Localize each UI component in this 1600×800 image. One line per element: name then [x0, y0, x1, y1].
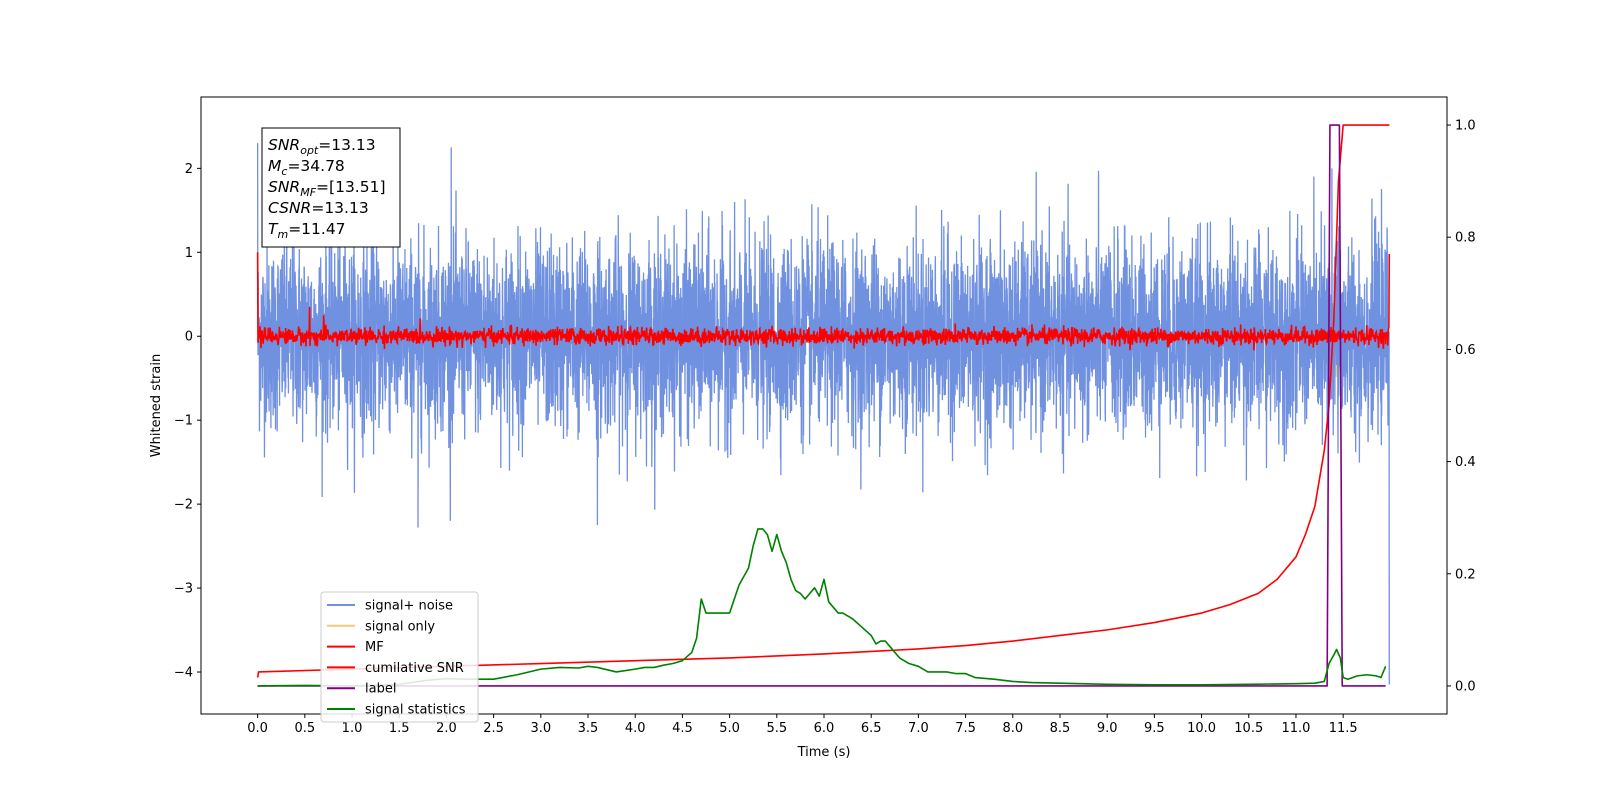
x-tick-label: 9.5 [1144, 721, 1165, 736]
x-tick-label: 1.5 [389, 721, 410, 736]
x-tick-label: 6.5 [861, 721, 882, 736]
info-line: CSNR=13.13 [268, 199, 369, 217]
y2-tick-label: 0.0 [1455, 679, 1476, 694]
legend-entry: signal statistics [365, 703, 466, 718]
x-tick-label: 10.0 [1187, 721, 1216, 736]
x-tick-label: 0.0 [247, 721, 268, 736]
x-tick-label: 3.0 [530, 721, 551, 736]
x-tick-label: 8.5 [1050, 721, 1071, 736]
info-value: =13.13 [311, 199, 368, 217]
info-value: =11.47 [288, 220, 345, 238]
info-symbol: SNR [268, 178, 300, 196]
y-tick-label: −3 [174, 582, 193, 597]
info-subscript: c [281, 165, 287, 178]
info-box-frame [261, 127, 401, 248]
y-tick-label: 0 [185, 330, 193, 345]
y-tick-label: 1 [185, 246, 193, 261]
x-tick-label: 11.0 [1281, 721, 1310, 736]
x-tick-label: 5.0 [719, 721, 740, 736]
series-signal-plus-noise [256, 143, 1390, 685]
x-tick-label: 7.5 [955, 721, 976, 736]
x-tick-label: 2.0 [436, 721, 457, 736]
x-tick-label: 4.5 [672, 721, 693, 736]
y2-tick-label: 0.8 [1455, 231, 1476, 246]
x-tick-label: 11.5 [1329, 721, 1358, 736]
y-tick-label: −4 [174, 666, 193, 681]
x-tick-label: 5.5 [766, 721, 787, 736]
info-symbol: CSNR [268, 199, 311, 217]
x-tick-label: 9.0 [1097, 721, 1118, 736]
legend: signal+ noise signal only MF cumilative SNR… [320, 591, 479, 723]
legend-entry: label [365, 682, 396, 697]
x-tick-label: 2.5 [483, 721, 504, 736]
y2-tick-label: 0.6 [1455, 343, 1476, 358]
info-line: Mc=34.78 [268, 157, 345, 178]
x-tick-label: 7.0 [908, 721, 929, 736]
y-tick-label: −2 [174, 498, 193, 513]
y2-tick-label: 1.0 [1455, 119, 1476, 134]
y2-tick-label: 0.4 [1455, 455, 1476, 470]
y2-tick-label: 0.2 [1455, 567, 1476, 582]
y-tick-label: −1 [174, 414, 193, 429]
series-signal-statistics [257, 528, 1387, 687]
info-line: SNRMF=[13.51] [268, 178, 386, 199]
axis-ticks: 0.0 0.5 1.0 1.5 2.0 2.5 3.0 3.5 4.0 4.5 5.0 5.5 6.0 6… [174, 119, 1476, 736]
series-label [257, 124, 1386, 687]
series-cumulative-snr [256, 124, 1390, 678]
y-tick-label: 2 [185, 162, 193, 177]
plot-area [256, 124, 1391, 687]
x-tick-label: 0.5 [294, 721, 315, 736]
info-symbol: SNR [268, 136, 300, 154]
info-symbol: T [268, 220, 279, 238]
info-box: SNRopt=13.13Mc=34.78SNRMF=[13.51]CSNR=13… [261, 127, 401, 248]
legend-frame [320, 591, 479, 723]
info-symbol: M [268, 157, 281, 175]
info-subscript: m [277, 228, 288, 241]
info-subscript: opt [300, 144, 319, 157]
x-tick-label: 8.0 [1002, 721, 1023, 736]
info-subscript: MF [300, 186, 316, 199]
y-axis-label: Whitened strain [149, 354, 164, 457]
legend-entry: signal+ noise [365, 599, 453, 614]
legend-entry: cumilative SNR [365, 661, 464, 676]
legend-entry: MF [365, 640, 384, 655]
x-tick-label: 6.0 [814, 721, 835, 736]
x-tick-label: 1.0 [342, 721, 363, 736]
x-tick-label: 4.0 [625, 721, 646, 736]
info-value: =[13.51] [316, 178, 385, 196]
info-line: SNRopt=13.13 [268, 136, 376, 157]
x-tick-label: 10.5 [1234, 721, 1263, 736]
info-value: =13.13 [318, 136, 375, 154]
x-axis-label: Time (s) [797, 745, 851, 760]
info-line: Tm=11.47 [268, 220, 346, 241]
x-tick-label: 3.5 [578, 721, 599, 736]
legend-entry: signal only [365, 619, 435, 634]
series-mf [256, 252, 1391, 351]
info-value: =34.78 [287, 157, 344, 175]
